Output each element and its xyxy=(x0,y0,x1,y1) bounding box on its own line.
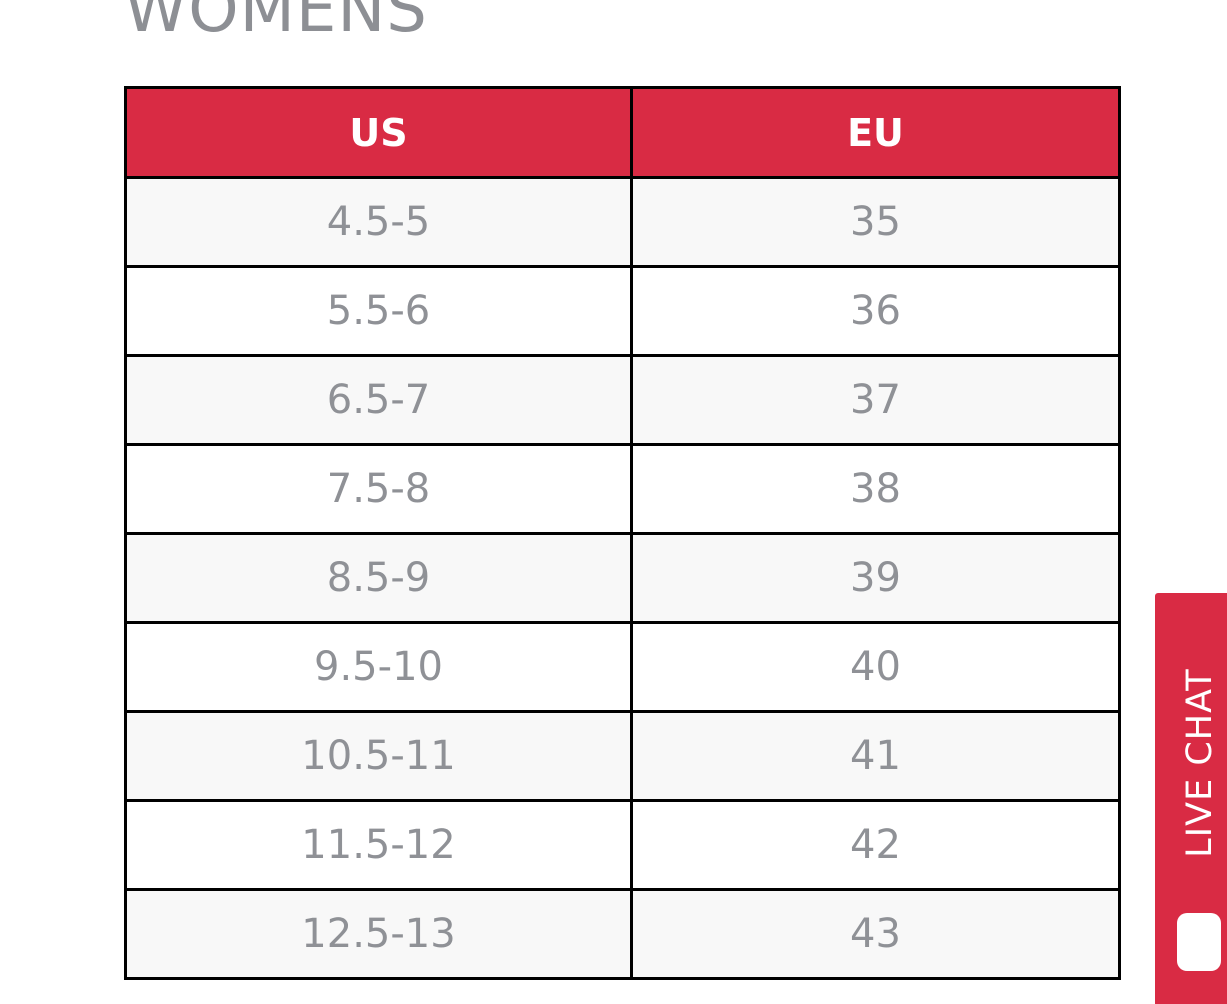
table-row: 6.5-7 37 xyxy=(124,354,1121,446)
column-header-us: US xyxy=(124,86,633,179)
eu-size-cell: 35 xyxy=(630,176,1121,268)
table-row: 11.5-12 42 xyxy=(124,799,1121,891)
us-size-cell: 9.5-10 xyxy=(124,621,633,713)
table-row: 5.5-6 36 xyxy=(124,265,1121,357)
us-size-cell: 10.5-11 xyxy=(124,710,633,802)
eu-size-cell: 40 xyxy=(630,621,1121,713)
live-chat-label: LIVE CHAT xyxy=(1180,668,1220,858)
chat-bubble-icon xyxy=(1177,913,1221,971)
table-row: 4.5-5 35 xyxy=(124,176,1121,268)
us-size-cell: 5.5-6 xyxy=(124,265,633,357)
eu-size-cell: 42 xyxy=(630,799,1121,891)
eu-size-cell: 37 xyxy=(630,354,1121,446)
table-row: 8.5-9 39 xyxy=(124,532,1121,624)
section-title: WOMENS xyxy=(124,0,428,47)
us-size-cell: 4.5-5 xyxy=(124,176,633,268)
table-row: 7.5-8 38 xyxy=(124,443,1121,535)
eu-size-cell: 38 xyxy=(630,443,1121,535)
column-header-eu: EU xyxy=(630,86,1121,179)
table-header-row: US EU xyxy=(124,86,1121,179)
us-size-cell: 8.5-9 xyxy=(124,532,633,624)
eu-size-cell: 39 xyxy=(630,532,1121,624)
table-row: 9.5-10 40 xyxy=(124,621,1121,713)
size-chart-table: US EU 4.5-5 35 5.5-6 36 6.5-7 37 7.5-8 3… xyxy=(124,86,1121,980)
us-size-cell: 7.5-8 xyxy=(124,443,633,535)
table-row: 10.5-11 41 xyxy=(124,710,1121,802)
live-chat-button[interactable]: LIVE CHAT xyxy=(1155,593,1227,1004)
eu-size-cell: 43 xyxy=(630,888,1121,980)
us-size-cell: 11.5-12 xyxy=(124,799,633,891)
eu-size-cell: 41 xyxy=(630,710,1121,802)
table-row: 12.5-13 43 xyxy=(124,888,1121,980)
us-size-cell: 6.5-7 xyxy=(124,354,633,446)
eu-size-cell: 36 xyxy=(630,265,1121,357)
us-size-cell: 12.5-13 xyxy=(124,888,633,980)
